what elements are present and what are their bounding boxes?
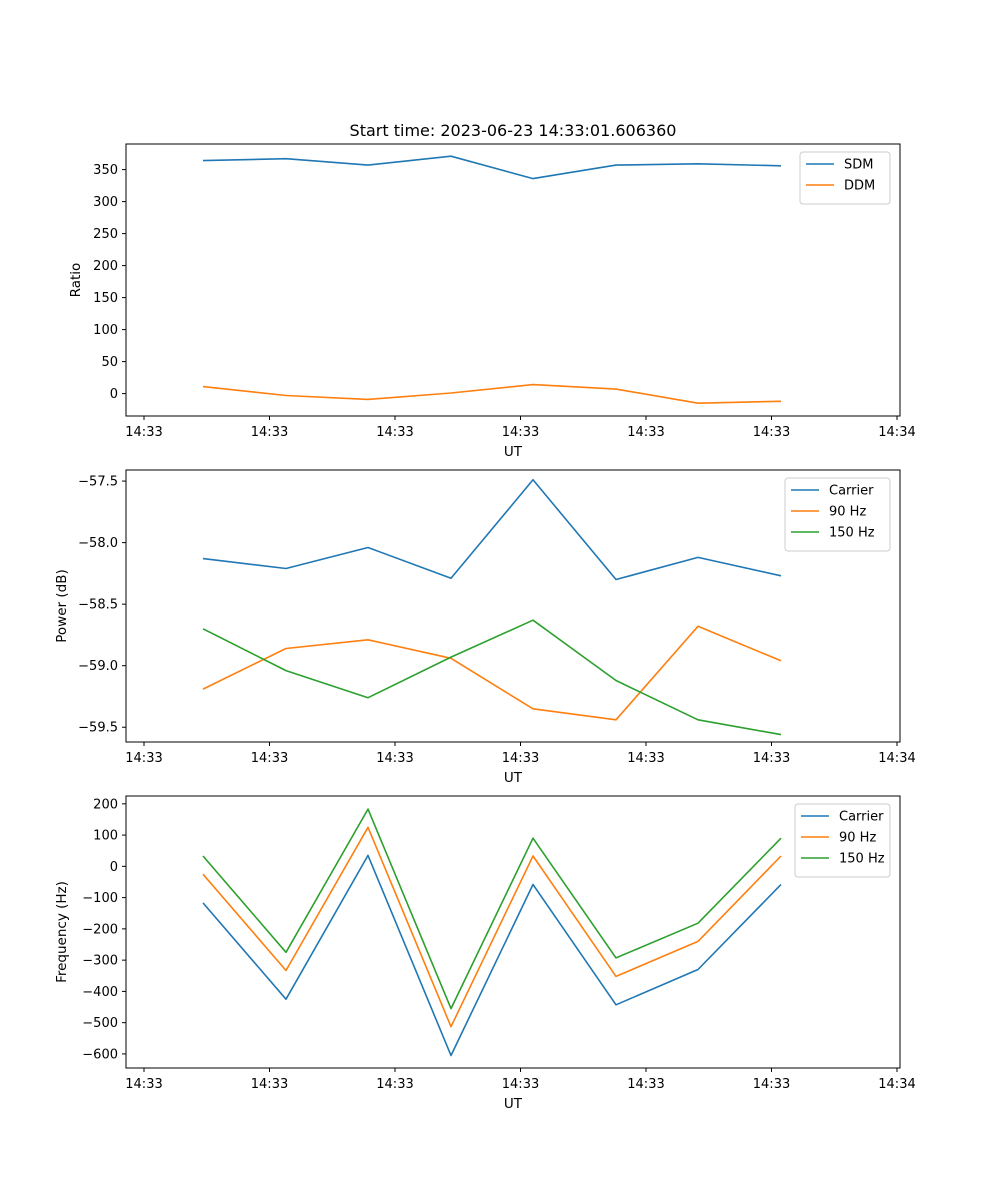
series-line-1: [202, 854, 782, 1057]
legend-entry: Carrier: [839, 810, 884, 825]
series-line-2: [202, 383, 782, 405]
x-tick-label: 14:33: [376, 751, 413, 766]
x-tick-label: 14:33: [251, 751, 288, 766]
legend: Carrier 90 Hz 150 Hz: [794, 803, 891, 878]
series-line-2: [202, 625, 782, 721]
x-tick-label: 14:33: [753, 1077, 790, 1092]
legend-entry: SDM: [844, 158, 873, 173]
y-tick-label: −59.0: [78, 659, 118, 674]
x-tick-label: 14:33: [502, 425, 539, 440]
axes-frame: [125, 795, 901, 1069]
x-axis-label: UT: [504, 770, 523, 786]
axes-frame: [125, 469, 901, 743]
series-line-1: [202, 155, 782, 180]
series-line-2: [202, 826, 782, 1028]
x-tick-label: 14:33: [627, 751, 664, 766]
y-tick-label: −59.5: [78, 721, 118, 736]
legend-entry: Carrier: [829, 484, 874, 499]
x-tick-label: 14:34: [878, 1077, 915, 1092]
legend-entry: 90 Hz: [829, 505, 866, 520]
y-tick-label: 100: [93, 829, 118, 844]
legend: Carrier 90 Hz 150 Hz: [784, 477, 891, 552]
y-tick-label: −300: [82, 954, 118, 969]
x-tick-label: 14:33: [125, 425, 162, 440]
y-axis-label: Power (dB): [54, 569, 70, 642]
x-tick-label: 14:33: [251, 425, 288, 440]
series-line-1: [202, 478, 782, 581]
x-tick-label: 14:33: [125, 1077, 162, 1092]
x-tick-label: 14:34: [878, 425, 915, 440]
legend-entry: 90 Hz: [839, 831, 876, 846]
x-tick-label: 14:33: [376, 1077, 413, 1092]
x-axis-label: UT: [504, 444, 523, 460]
x-tick-label: 14:33: [125, 751, 162, 766]
y-tick-label: −500: [82, 1016, 118, 1031]
x-tick-label: 14:33: [502, 751, 539, 766]
x-tick-label: 14:33: [251, 1077, 288, 1092]
legend-entry: 150 Hz: [839, 852, 885, 867]
y-tick-label: −100: [82, 891, 118, 906]
figure-title: Start time: 2023-06-23 14:33:01.606360: [350, 121, 677, 140]
x-tick-label: 14:33: [376, 425, 413, 440]
subplot-1: 14:33 14:33 14:33 14:33 14:33 14:33 14:34 0 50 10…: [68, 143, 916, 460]
legend: SDM DDM: [799, 151, 891, 205]
subplot-2: 14:33 14:33 14:33 14:33 14:33 14:33 14:34 −57.5…: [54, 469, 916, 786]
y-axis-label: Ratio: [68, 263, 84, 298]
y-tick-label: −57.5: [78, 475, 118, 490]
y-tick-label: 350: [93, 163, 118, 178]
y-tick-label: 0: [110, 860, 118, 875]
series-line-3: [202, 619, 782, 736]
y-tick-label: 200: [93, 797, 118, 812]
y-tick-label: 100: [93, 323, 118, 338]
subplots: 14:33 14:33 14:33 14:33 14:33 14:33 14:34 0 50 10…: [54, 143, 916, 1112]
x-tick-label: 14:34: [878, 751, 915, 766]
series-line-3: [202, 808, 782, 1010]
x-tick-label: 14:33: [753, 425, 790, 440]
y-tick-label: −200: [82, 922, 118, 937]
y-tick-label: −58.5: [78, 598, 118, 613]
y-tick-label: 150: [93, 291, 118, 306]
legend-entry: DDM: [844, 179, 875, 194]
y-tick-label: 200: [93, 259, 118, 274]
y-tick-label: 300: [93, 195, 118, 210]
y-tick-label: 250: [93, 227, 118, 242]
y-tick-label: −600: [82, 1047, 118, 1062]
axes-frame: [125, 143, 901, 417]
x-tick-label: 14:33: [502, 1077, 539, 1092]
y-tick-label: 0: [110, 387, 118, 402]
y-tick-label: 50: [101, 355, 118, 370]
y-axis-label: Frequency (Hz): [54, 881, 70, 983]
x-tick-label: 14:33: [627, 1077, 664, 1092]
x-axis-label: UT: [504, 1096, 523, 1112]
legend-box: [799, 151, 891, 205]
legend-entry: 150 Hz: [829, 526, 875, 541]
subplot-3: 14:33 14:33 14:33 14:33 14:33 14:33 14:34 200 10…: [54, 795, 916, 1112]
x-tick-label: 14:33: [753, 751, 790, 766]
x-tick-label: 14:33: [627, 425, 664, 440]
y-tick-label: −400: [82, 985, 118, 1000]
y-tick-label: −58.0: [78, 536, 118, 551]
